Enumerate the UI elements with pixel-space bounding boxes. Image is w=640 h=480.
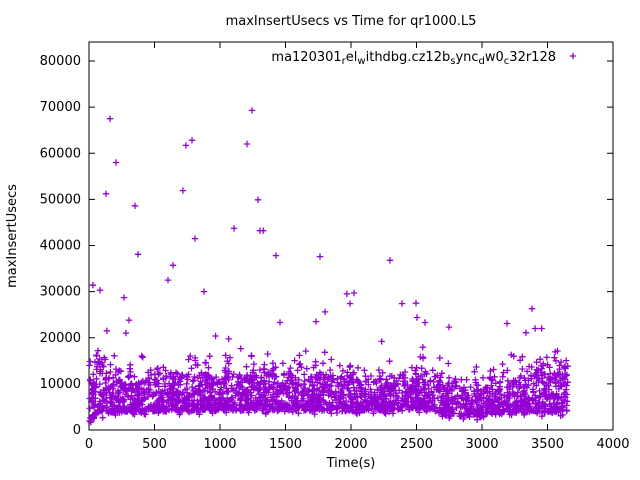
y-tick-label: 60000 — [40, 146, 81, 161]
x-tick-label: 500 — [142, 437, 167, 452]
x-tick-label: 3500 — [531, 437, 564, 452]
x-tick-label: 3000 — [465, 437, 498, 452]
y-axis-label: maxInsertUsecs — [5, 184, 20, 288]
x-tick-label: 0 — [85, 437, 93, 452]
y-tick-label: 10000 — [40, 377, 81, 392]
x-tick-label: 2000 — [334, 437, 367, 452]
y-tick-label: 50000 — [40, 192, 81, 207]
x-axis-label: Time(s) — [326, 456, 376, 471]
y-tick-label: 70000 — [40, 100, 81, 115]
y-tick-label: 80000 — [40, 54, 81, 69]
y-tick-label: 40000 — [40, 239, 81, 254]
x-tick-label: 1000 — [203, 437, 236, 452]
data-points — [86, 107, 571, 426]
chart-title: maxInsertUsecs vs Time for qr1000.L5 — [226, 14, 477, 29]
legend-marker-icon — [569, 52, 577, 60]
y-tick-label: 20000 — [40, 331, 81, 346]
x-tick-label: 4000 — [596, 437, 629, 452]
legend-label: ma120301relwithdbg.cz12bsyncdw0c32r128 — [271, 50, 556, 67]
y-tick-label: 0 — [73, 423, 81, 438]
y-tick-label: 30000 — [40, 285, 81, 300]
x-tick-label: 1500 — [269, 437, 302, 452]
x-tick-label: 2500 — [400, 437, 433, 452]
